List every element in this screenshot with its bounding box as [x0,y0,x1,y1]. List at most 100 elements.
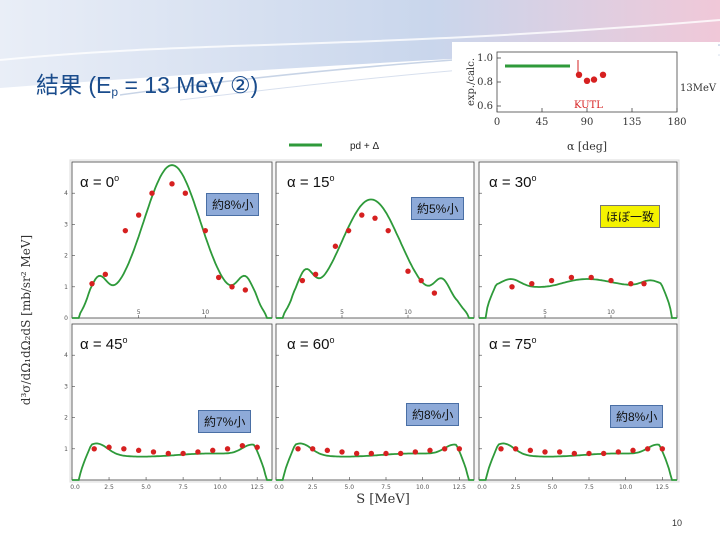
data-point [89,280,95,287]
data-point [121,446,127,452]
data-point [498,446,504,452]
degree-sign: o [114,173,120,183]
inset-lab-label: KUTL [574,100,603,111]
data-point [295,446,301,452]
inset-y-tick-label: 1.0 [477,53,493,64]
inset-x-tick-label: 180 [667,117,686,128]
x-tick-label: 0.0 [274,484,284,491]
inset-data-point [575,71,583,79]
data-point [91,446,97,452]
x-tick-label: 5.0 [141,484,151,491]
inset-energy-label: 13MeV [680,83,717,94]
theory-curve [72,164,272,319]
x-tick-label: 5.0 [345,484,355,491]
x-tick-label: 10 [202,309,210,316]
data-point [630,447,636,454]
data-point [122,227,129,234]
data-point [135,212,142,218]
deviation-note: 約8%小 [406,403,460,426]
y-tick-label: 2 [64,415,68,422]
data-point [299,277,306,284]
x-tick-label: 12.5 [251,484,265,491]
deviation-note: 約8%小 [610,405,664,428]
panel-frame [478,323,678,481]
y-tick-label: 4 [64,352,68,359]
x-tick-label: 10 [607,309,615,316]
data-point [527,447,534,454]
degree-sign: o [329,335,335,345]
data-point [608,277,614,284]
data-point [165,450,171,457]
data-point [628,280,634,287]
alpha-label-text: α = 60 [287,336,330,353]
data-point [441,446,448,452]
title-main: 結果 (E [36,72,112,98]
data-point [202,227,209,234]
y-tick-label: 3 [64,383,68,390]
data-point [431,290,438,296]
data-point [644,446,651,452]
inset-background [452,42,718,162]
alpha-label: α = 30o [489,173,536,191]
title-rest: = 13 MeV ②) [118,72,259,98]
x-tick-label: 10.0 [213,484,227,491]
y-tick-label: 3 [64,221,68,228]
x-tick-label: 10.0 [619,484,633,491]
data-point [254,444,260,450]
inset-y-axis-label: exp./calc. [466,58,477,106]
data-point [182,190,189,196]
data-point [372,215,378,221]
x-tick-label: 5 [137,309,141,316]
alpha-label-text: α = 15 [287,174,330,191]
data-point [397,450,404,457]
data-point [224,446,231,452]
y-tick-label: 0 [64,315,68,322]
data-point [353,450,360,457]
data-point [641,280,647,287]
data-point [215,274,222,281]
theory-curve [72,442,272,481]
data-point [324,447,331,454]
data-point [180,450,186,457]
data-point [359,212,365,218]
data-point [210,447,216,454]
data-point [542,449,548,455]
header-band [0,0,720,88]
panel-frame [71,323,273,481]
data-point [368,450,375,457]
slide-title: 結果 (Ep = 13 MeV ②) [36,66,258,100]
data-point [150,449,157,455]
data-point [659,446,666,452]
alpha-label: α = 60o [287,335,334,353]
x-tick-label: 2.5 [104,484,114,491]
data-point [529,280,535,287]
data-point [229,284,235,290]
theory-curve [276,198,474,319]
panel-frame [275,323,475,481]
alpha-label-text: α = 75 [489,336,532,353]
data-point [418,277,424,284]
x-tick-label: 2.5 [308,484,318,491]
data-point [309,446,316,452]
data-point [169,181,175,187]
data-point [149,190,155,196]
data-point [412,449,419,455]
data-point [242,287,249,293]
data-point [135,447,142,454]
theory-curve [479,442,677,481]
theory-curve [276,442,474,481]
x-tick-label: 7.5 [178,484,188,491]
panel-frame [275,161,475,319]
inset-x-tick-label: 90 [581,117,594,128]
x-tick-label: 5 [543,309,547,316]
data-point [586,450,592,457]
inset-y-tick-label: 0.6 [477,101,493,112]
deviation-note: 約8%小 [206,193,260,216]
panel-frame [478,161,678,319]
deviation-note: 約5%小 [411,197,465,220]
data-point [568,274,575,281]
deviation-note: ほぼ一致 [600,205,661,228]
